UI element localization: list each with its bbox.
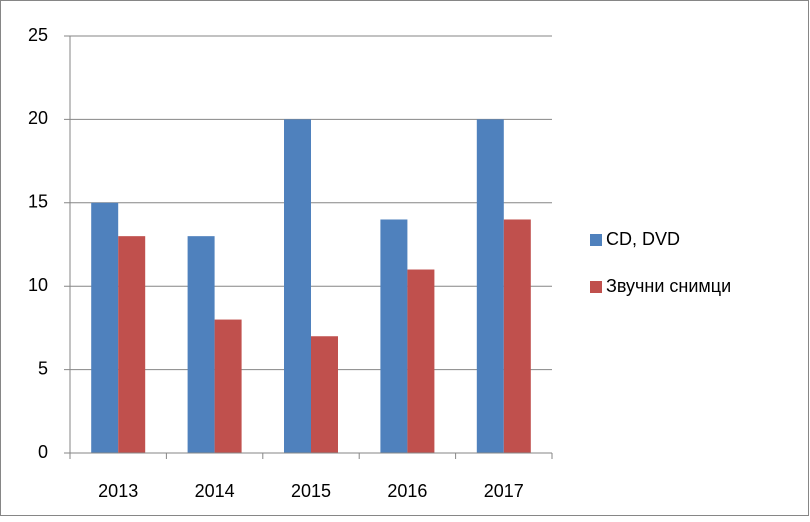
legend-swatch [590,234,602,246]
bar [380,219,408,453]
y-tick-label: 20 [28,108,48,128]
y-tick-label: 0 [38,442,48,462]
bar [91,202,119,453]
bar [503,219,531,453]
x-tick-label: 2013 [98,481,138,501]
y-tick-label: 10 [28,275,48,295]
bar [187,236,215,453]
x-tick-label: 2015 [291,481,331,501]
bar [476,119,504,454]
bar [118,236,146,453]
bar [284,119,311,454]
bar [407,269,435,453]
legend-label: CD, DVD [606,229,680,249]
y-tick-label: 15 [28,192,48,212]
x-tick-label: 2017 [484,481,524,501]
y-tick-label: 5 [38,358,48,378]
bar [311,336,338,453]
bar [214,319,242,453]
x-tick-label: 2014 [195,481,235,501]
legend-swatch [590,281,602,293]
x-tick-label: 2016 [387,481,427,501]
y-tick-label: 25 [28,25,48,45]
legend-label: Звучни снимци [606,276,731,296]
